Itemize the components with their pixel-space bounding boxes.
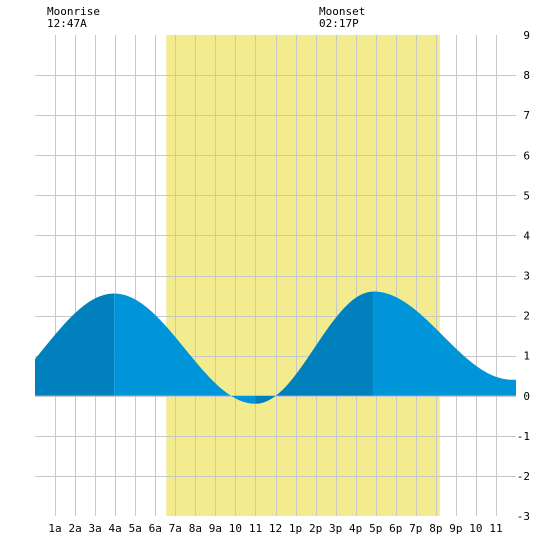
y-tick-label: 8 (523, 69, 530, 82)
x-tick-label: 3a (89, 522, 102, 535)
y-tick-label: -2 (517, 470, 530, 483)
x-tick-label: 4a (109, 522, 122, 535)
y-tick-label: 2 (523, 310, 530, 323)
y-axis-labels: 9 8 7 6 5 4 3 2 1 0 -1 -2 -3 (517, 29, 531, 523)
x-tick-label: 2a (68, 522, 81, 535)
x-tick-label: 11 (249, 522, 262, 535)
x-tick-label: 8a (189, 522, 202, 535)
x-tick-label: 1a (48, 522, 61, 535)
tide-falling-segment (373, 291, 512, 396)
x-tick-label: 12 (269, 522, 282, 535)
moonset-block: Moonset 02:17P (319, 6, 365, 30)
moonset-label: Moonset (319, 5, 366, 18)
y-tick-label: 0 (523, 390, 530, 403)
tide-falling-segment (511, 379, 516, 396)
y-tick-label: 3 (523, 270, 530, 283)
y-tick-label: 5 (523, 189, 530, 202)
tide-rising-segment (255, 291, 374, 404)
x-tick-label: 9a (209, 522, 222, 535)
x-tick-label: 2p (309, 522, 322, 535)
x-tick-label: 11 (489, 522, 502, 535)
moonrise-block: Moonrise 12:47A (47, 6, 100, 30)
tide-area (35, 291, 516, 404)
y-tick-label: 9 (523, 29, 530, 42)
x-tick-label: 6p (389, 522, 402, 535)
x-tick-label: 10 (229, 522, 242, 535)
y-tick-label: 6 (523, 149, 530, 162)
x-tick-label: 6a (149, 522, 162, 535)
x-tick-label: 9p (449, 522, 462, 535)
moonrise-time: 12:47A (47, 17, 87, 30)
x-tick-label: 5a (129, 522, 142, 535)
y-tick-label: 4 (523, 229, 530, 242)
tide-falling-segment (114, 293, 256, 404)
x-tick-label: 8p (429, 522, 442, 535)
x-tick-label: 4p (349, 522, 362, 535)
tide-rising-segment (35, 293, 115, 396)
y-tick-label: 1 (523, 350, 530, 363)
x-tick-label: 3p (329, 522, 342, 535)
x-tick-label: 7a (169, 522, 182, 535)
x-axis-labels: 1a 2a 3a 4a 5a 6a 7a 8a 9a 10 11 12 1p 2p 3p 4p 5p 6p 7p 8p… (48, 522, 502, 535)
daylight-band (166, 35, 440, 516)
y-tick-label: 7 (523, 109, 530, 122)
y-tick-label: -3 (517, 510, 530, 523)
moonset-time: 02:17P (319, 17, 359, 30)
x-tick-label: 1p (289, 522, 302, 535)
x-tick-label: 7p (409, 522, 422, 535)
moonrise-label: Moonrise (47, 5, 100, 18)
x-tick-label: 10 (469, 522, 482, 535)
y-tick-label: -1 (517, 430, 530, 443)
x-tick-label: 5p (369, 522, 382, 535)
